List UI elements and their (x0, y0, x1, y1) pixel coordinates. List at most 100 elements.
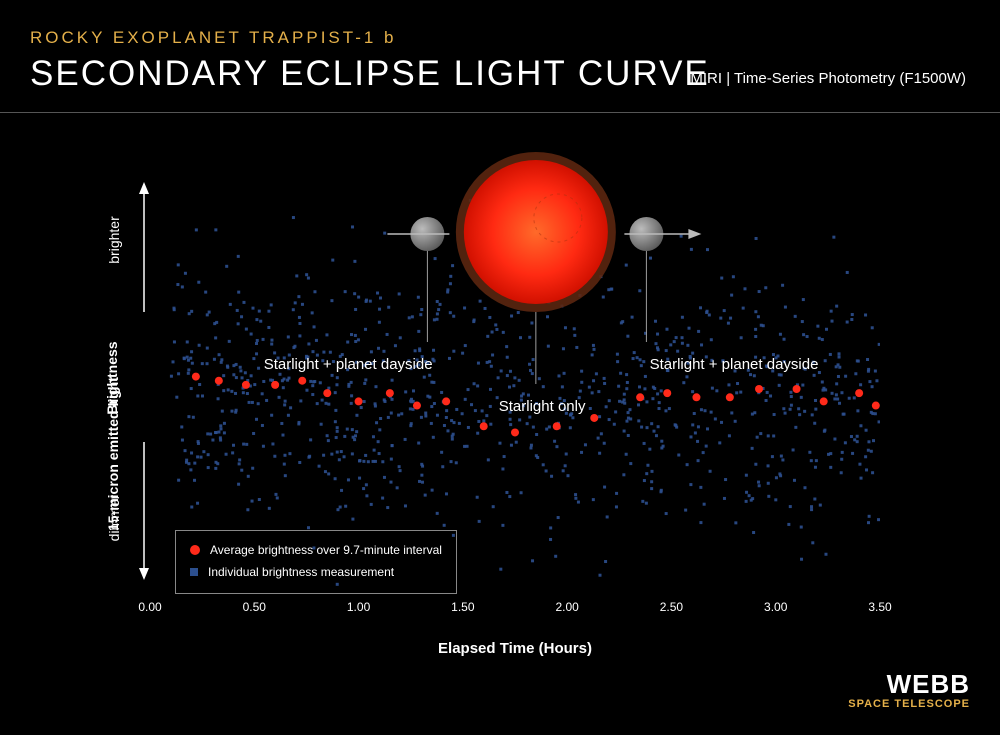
scatter-point (409, 424, 412, 427)
scatter-point (550, 475, 553, 478)
average-point (511, 428, 519, 436)
average-point (215, 377, 223, 385)
scatter-point (355, 414, 358, 417)
scatter-point (441, 465, 444, 468)
scatter-point (351, 225, 354, 228)
scatter-point (814, 399, 817, 402)
scatter-point (563, 372, 566, 375)
scatter-point (479, 300, 482, 303)
scatter-point (294, 301, 297, 304)
scatter-point (252, 432, 255, 435)
scatter-point (330, 299, 333, 302)
scatter-point (448, 357, 451, 360)
scatter-point (213, 322, 216, 325)
scatter-point (346, 341, 349, 344)
scatter-point (225, 453, 228, 456)
scatter-point (592, 344, 595, 347)
scatter-point (247, 475, 250, 478)
scatter-point (270, 414, 273, 417)
scatter-point (505, 491, 508, 494)
scatter-point (400, 412, 403, 415)
scatter-point (723, 497, 726, 500)
scatter-point (282, 386, 285, 389)
scatter-point (529, 446, 532, 449)
scatter-point (545, 428, 548, 431)
scatter-point (871, 385, 874, 388)
scatter-point (325, 333, 328, 336)
scatter-point (387, 306, 390, 309)
scatter-point (353, 438, 356, 441)
scatter-point (365, 494, 368, 497)
scatter-point (373, 449, 376, 452)
scatter-point (453, 421, 456, 424)
scatter-point (418, 347, 421, 350)
scatter-point (428, 396, 431, 399)
scatter-point (757, 481, 760, 484)
scatter-point (625, 373, 628, 376)
scatter-point (491, 353, 494, 356)
scatter-point (312, 350, 315, 353)
scatter-point (343, 435, 346, 438)
scatter-point (267, 326, 270, 329)
scatter-point (280, 422, 283, 425)
scatter-point (484, 307, 487, 310)
scatter-point (428, 374, 431, 377)
scatter-point (603, 382, 606, 385)
scatter-point (386, 506, 389, 509)
scatter-point (665, 349, 668, 352)
scatter-point (344, 505, 347, 508)
scatter-point (214, 467, 217, 470)
scatter-point (389, 481, 392, 484)
scatter-point (694, 431, 697, 434)
scatter-point (506, 374, 509, 377)
scatter-point (868, 515, 871, 518)
scatter-point (603, 442, 606, 445)
scatter-point (330, 453, 333, 456)
scatter-point (597, 390, 600, 393)
scatter-point (436, 312, 439, 315)
scatter-point (518, 379, 521, 382)
scatter-point (871, 326, 874, 329)
scatter-point (710, 411, 713, 414)
scatter-point (220, 358, 223, 361)
scatter-point (287, 414, 290, 417)
scatter-point (201, 394, 204, 397)
scatter-point (767, 495, 770, 498)
scatter-point (775, 476, 778, 479)
scatter-point (509, 370, 512, 373)
scatter-point (196, 455, 199, 458)
scatter-point (251, 467, 254, 470)
scatter-point (334, 409, 337, 412)
scatter-point (240, 469, 243, 472)
scatter-point (202, 450, 205, 453)
scatter-point (835, 305, 838, 308)
scatter-point (404, 438, 407, 441)
scatter-point (864, 455, 867, 458)
scatter-point (689, 483, 692, 486)
scatter-point (206, 362, 209, 365)
scatter-point (390, 412, 393, 415)
scatter-point (527, 394, 530, 397)
scatter-point (476, 432, 479, 435)
scatter-point (513, 376, 516, 379)
scatter-point (598, 452, 601, 455)
header-divider (0, 112, 1000, 113)
scatter-point (732, 275, 735, 278)
scatter-point (170, 375, 173, 378)
scatter-point (526, 422, 529, 425)
scatter-point (336, 451, 339, 454)
scatter-point (467, 426, 470, 429)
scatter-point (621, 401, 624, 404)
scatter-point (211, 439, 214, 442)
scatter-point (449, 282, 452, 285)
scatter-point (829, 353, 832, 356)
scatter-point (242, 443, 245, 446)
scatter-point (270, 343, 273, 346)
scatter-point (745, 500, 748, 503)
scatter-point (793, 479, 796, 482)
scatter-point (298, 334, 301, 337)
scatter-point (806, 335, 809, 338)
legend-label: Individual brightness measurement (208, 565, 394, 579)
scatter-point (190, 350, 193, 353)
scatter-point (257, 367, 260, 370)
